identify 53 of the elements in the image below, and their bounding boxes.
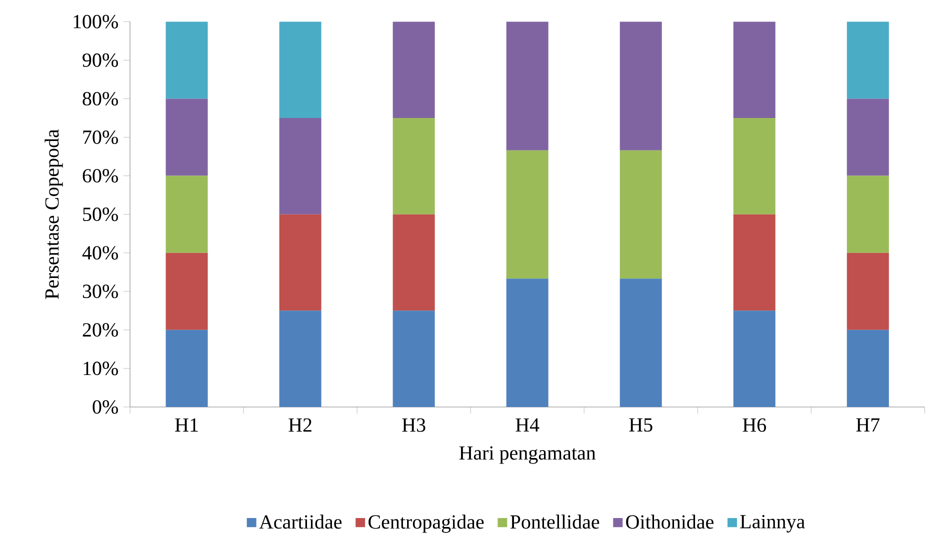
legend-label: Pontellidae — [510, 514, 600, 529]
bar — [506, 150, 548, 279]
bar — [392, 118, 435, 214]
y-tick-label: 30% — [82, 284, 118, 298]
bar — [166, 252, 208, 330]
bar — [846, 330, 889, 407]
x-tick-label: H7 — [856, 418, 880, 432]
y-tick-label: 40% — [82, 246, 118, 260]
legend-label: Centropagidae — [368, 514, 484, 533]
legend-label: Oithonidae — [626, 514, 714, 529]
y-axis-title: Persentase Copepoda — [44, 129, 63, 299]
bar — [279, 22, 322, 118]
bar — [279, 214, 322, 311]
x-tick-label: H5 — [629, 418, 652, 432]
y-tick-label: 60% — [82, 169, 118, 183]
x-tick-label: H2 — [288, 418, 312, 432]
y-tick-label: 10% — [84, 362, 118, 376]
bar — [166, 330, 208, 407]
x-tick-label: H4 — [516, 418, 540, 432]
bar — [733, 118, 776, 214]
bar — [846, 252, 889, 330]
bar — [166, 176, 208, 253]
bar — [620, 278, 662, 407]
bar — [166, 22, 208, 99]
legend-label: Acartiidae — [259, 514, 342, 529]
bar — [620, 22, 662, 150]
bar — [733, 310, 776, 407]
bar — [279, 118, 322, 214]
bar — [279, 310, 322, 407]
y-tick-label: 100% — [74, 14, 118, 28]
bar — [392, 310, 435, 407]
y-tick-label: 70% — [83, 130, 118, 144]
y-tick-label: 20% — [82, 323, 118, 337]
bar — [506, 22, 548, 150]
y-tick-label: 80% — [82, 92, 118, 106]
bar — [392, 214, 435, 311]
legend-label: Lainnya — [740, 514, 805, 533]
bar — [392, 22, 435, 118]
y-tick-label: 90% — [82, 53, 118, 67]
bar — [166, 98, 208, 176]
x-tick-label: H3 — [402, 418, 426, 432]
bar — [846, 98, 889, 176]
bar — [846, 176, 889, 253]
x-tick-label: H6 — [742, 418, 766, 432]
y-tick-label: 50% — [83, 208, 118, 222]
bar — [846, 22, 889, 99]
bar — [506, 278, 548, 407]
x-axis-title: Hari pengamatan — [459, 446, 596, 464]
bar — [733, 214, 776, 311]
y-tick-label: 0% — [92, 400, 118, 414]
bar — [733, 22, 776, 118]
bar — [620, 150, 662, 279]
x-tick-label: H1 — [175, 418, 198, 432]
